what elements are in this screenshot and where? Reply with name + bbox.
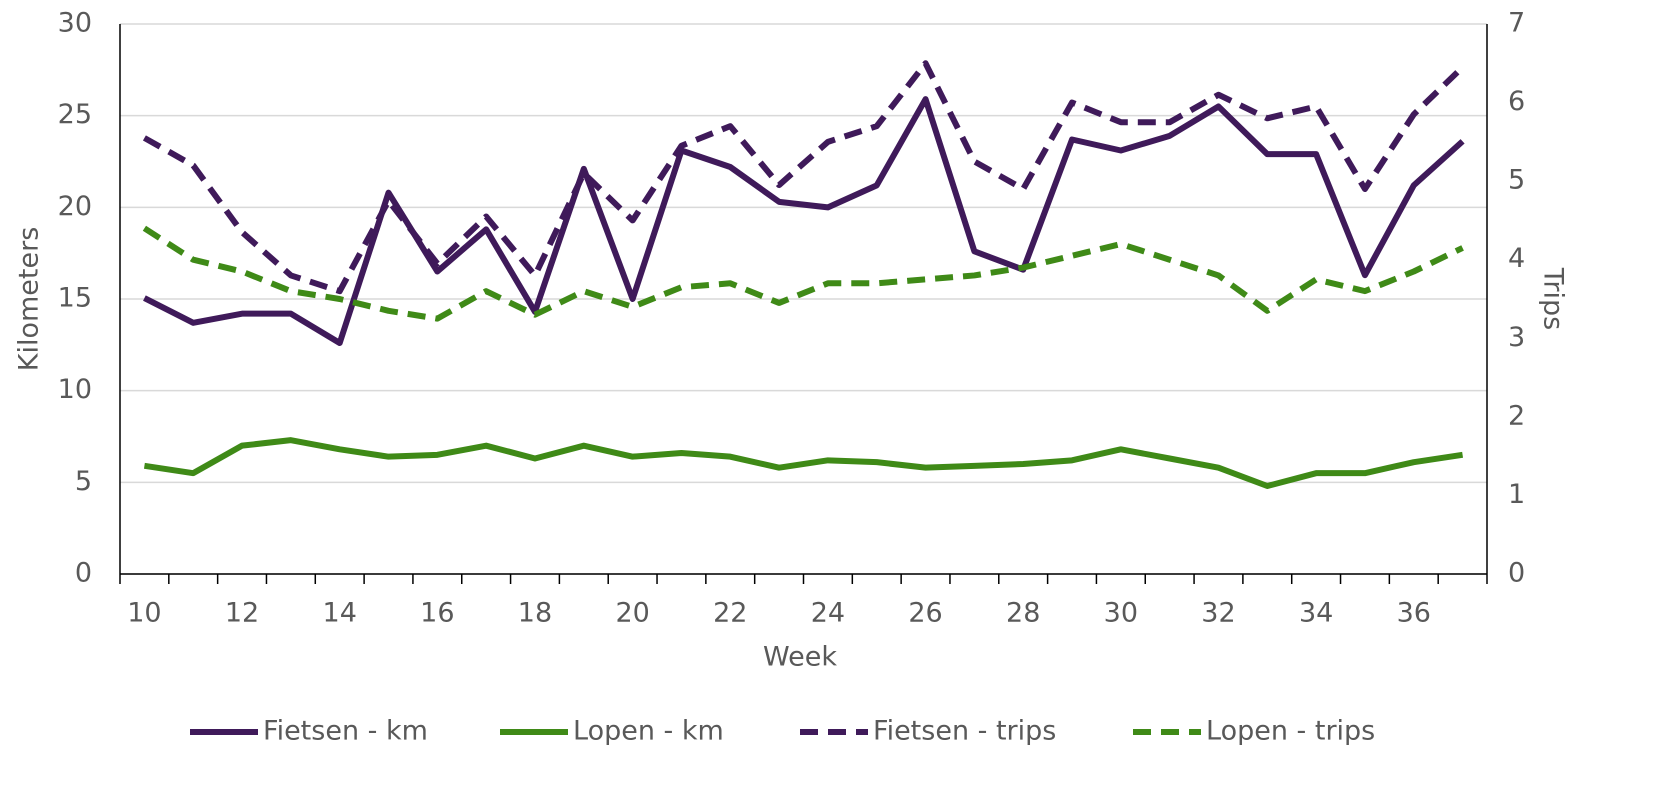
y-tick-label: 15 xyxy=(58,283,92,314)
legend-label: Fietsen - km xyxy=(263,716,428,747)
y2-tick-label: 3 xyxy=(1508,322,1525,353)
y2-tick-label: 2 xyxy=(1508,400,1525,431)
x-tick-label: 30 xyxy=(1104,598,1138,629)
legend-label: Fietsen - trips xyxy=(873,716,1056,747)
series-line xyxy=(142,225,1464,322)
x-tick-label: 26 xyxy=(908,598,942,629)
y2-tick-label: 5 xyxy=(1508,165,1525,196)
x-tick-label: 16 xyxy=(420,598,454,629)
y-tick-label: 5 xyxy=(75,466,92,497)
x-tick-label: 22 xyxy=(713,598,747,629)
y-tick-label: 10 xyxy=(58,374,92,405)
x-tick-label: 10 xyxy=(127,598,161,629)
y2-tick-label: 7 xyxy=(1508,8,1525,39)
y-tick-label: 20 xyxy=(58,191,92,222)
x-axis-label: Week xyxy=(763,642,837,673)
x-tick-label: 24 xyxy=(811,598,845,629)
y2-axis-label: Trips xyxy=(1538,267,1569,330)
series-line xyxy=(142,60,1465,295)
x-tick-label: 14 xyxy=(323,598,357,629)
series-line xyxy=(143,96,1465,346)
x-tick-label: 34 xyxy=(1299,598,1333,629)
y-tick-label: 25 xyxy=(58,99,92,130)
x-tick-label: 12 xyxy=(225,598,259,629)
legend-label: Lopen - trips xyxy=(1206,716,1375,747)
y-axis-label: Kilometers xyxy=(14,227,45,372)
y2-tick-label: 4 xyxy=(1508,243,1525,274)
series-line xyxy=(143,437,1464,489)
legend-label: Lopen - km xyxy=(573,716,724,747)
y-tick-label: 30 xyxy=(58,8,92,39)
x-tick-label: 18 xyxy=(518,598,552,629)
x-tick-label: 20 xyxy=(615,598,649,629)
x-tick-label: 28 xyxy=(1006,598,1040,629)
x-tick-label: 32 xyxy=(1201,598,1235,629)
y2-tick-label: 6 xyxy=(1508,86,1525,117)
y2-tick-label: 0 xyxy=(1508,558,1525,589)
x-tick-label: 36 xyxy=(1397,598,1431,629)
y-tick-label: 0 xyxy=(75,558,92,589)
y2-tick-label: 1 xyxy=(1508,479,1525,510)
